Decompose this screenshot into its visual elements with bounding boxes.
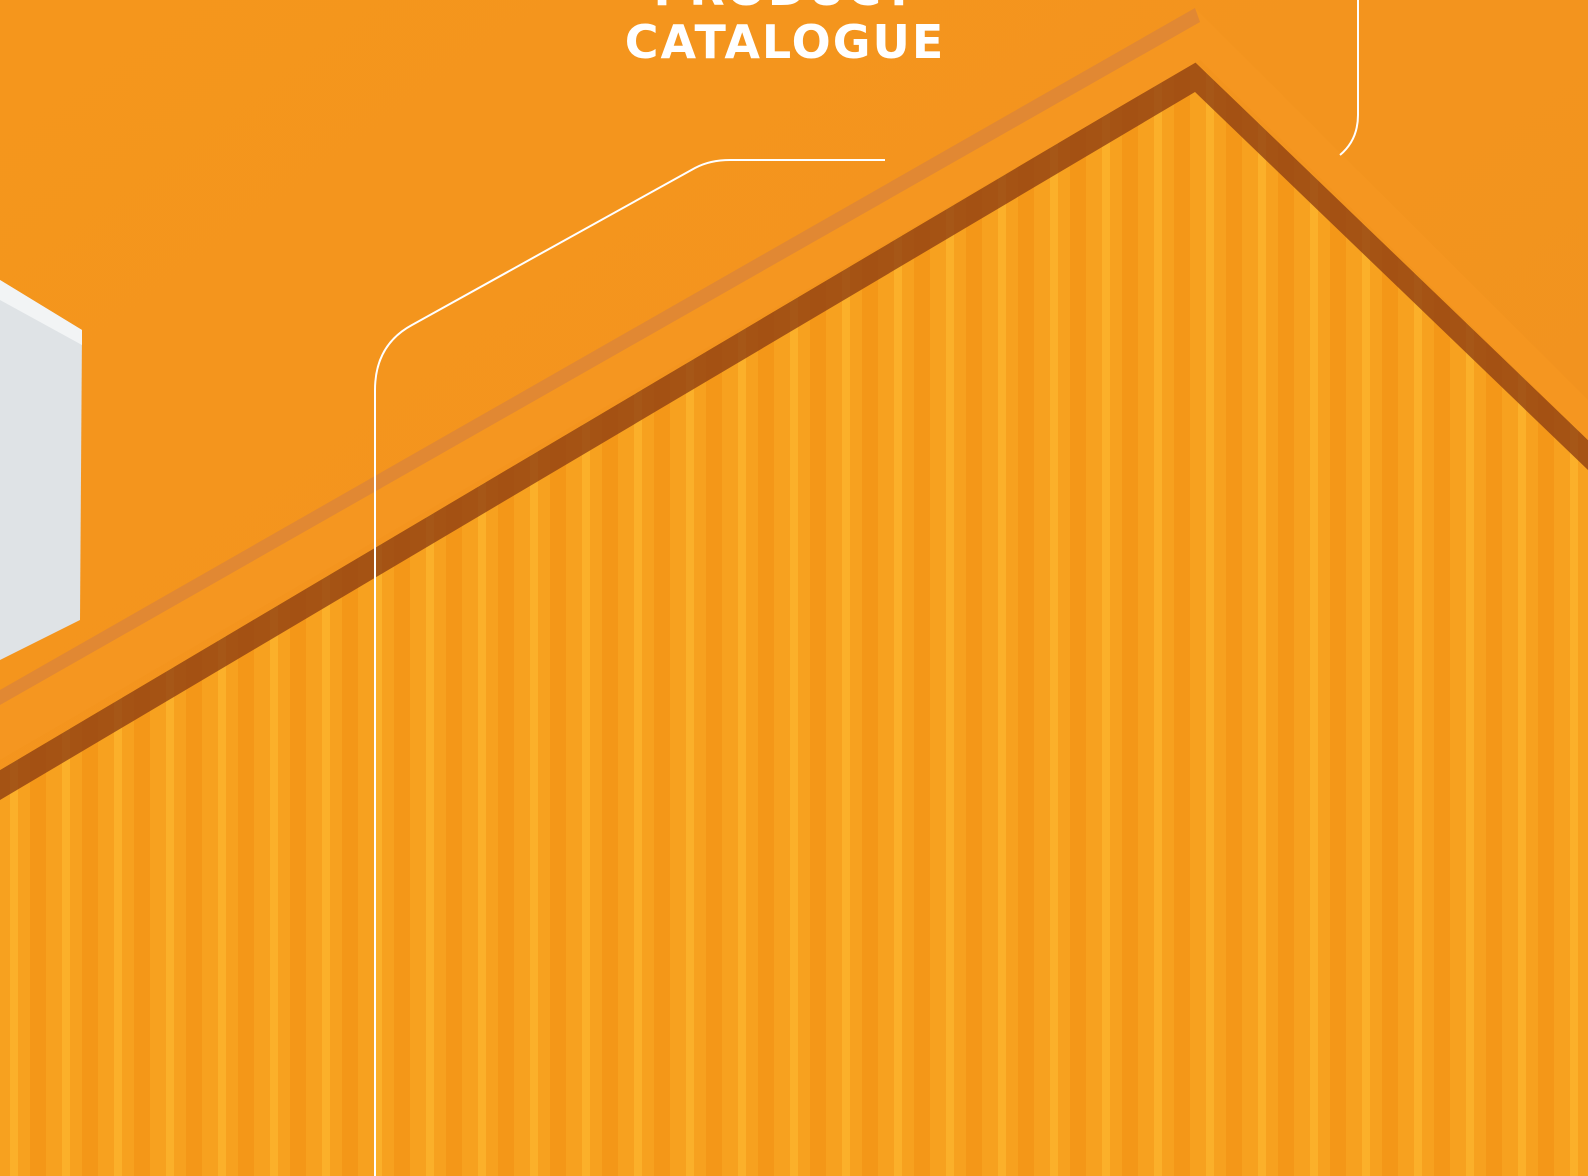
page: PRODUCT CATALOGUE (() => { const data = …	[0, 0, 1588, 1176]
chimney	[0, 280, 82, 660]
panel-highlight	[1258, 0, 1266, 1176]
panel-rib	[1174, 0, 1190, 1176]
title-line: PRODUCT	[654, 0, 917, 16]
panel-rib	[1226, 0, 1242, 1176]
cover: PRODUCT CATALOGUE	[0, 0, 1588, 1176]
panel-rib	[1070, 0, 1086, 1176]
panel-highlight	[1154, 0, 1162, 1176]
panel-highlight	[1206, 0, 1214, 1176]
panel-rib	[1122, 0, 1138, 1176]
title-line: CATALOGUE	[625, 15, 946, 69]
panel-highlight	[1102, 0, 1110, 1176]
